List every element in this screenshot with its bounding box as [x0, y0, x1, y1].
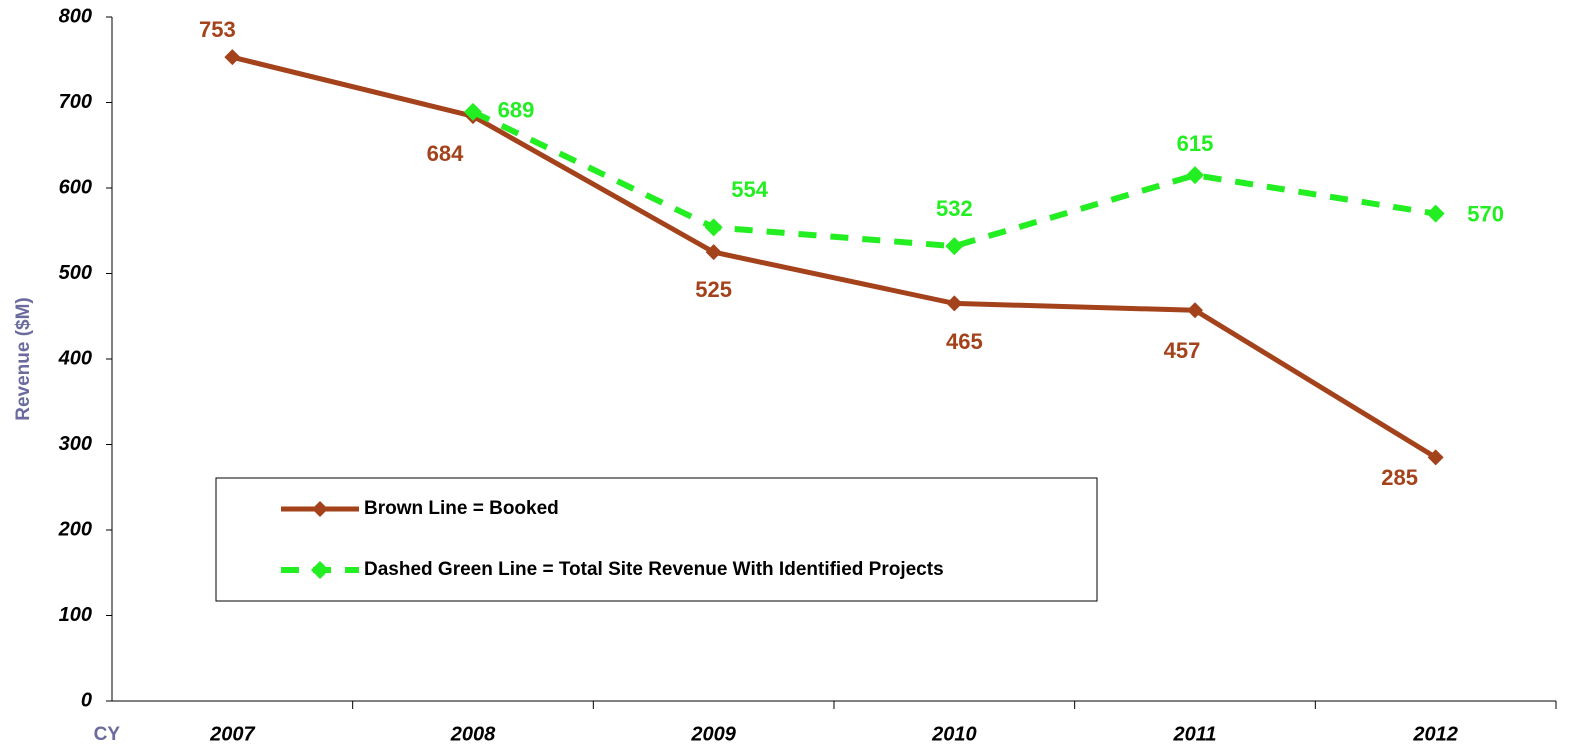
- data-label: 684: [427, 141, 464, 166]
- x-axis-label: CY: [94, 724, 121, 745]
- data-label: 285: [1381, 465, 1418, 490]
- legend-box: [215, 477, 1098, 602]
- legend-marker: [312, 501, 328, 517]
- y-axis-label: Revenue ($M): [13, 297, 34, 421]
- legend-marker: [311, 561, 329, 579]
- point: [1187, 302, 1203, 319]
- point: [464, 102, 482, 121]
- x-tick-label: 2010: [931, 723, 977, 745]
- point: [945, 237, 964, 256]
- data-label: 753: [199, 17, 236, 42]
- y-tick-label: 600: [59, 176, 92, 198]
- y-tick-label: 300: [59, 433, 92, 455]
- point: [1427, 449, 1444, 466]
- data-label: 457: [1164, 338, 1201, 363]
- point: [1186, 166, 1204, 185]
- x-tick-label: 2011: [1172, 723, 1216, 745]
- data-label: 525: [695, 277, 732, 302]
- legend-label: Brown Line = Booked: [364, 498, 559, 519]
- data-label: 689: [498, 98, 535, 123]
- data-label: 465: [946, 329, 983, 354]
- data-label: 570: [1467, 201, 1504, 226]
- data-label: 615: [1177, 131, 1214, 156]
- y-tick-label: 700: [59, 91, 92, 113]
- x-tick-label: 2012: [1412, 723, 1458, 745]
- series-line: [471, 109, 1437, 250]
- y-tick-label: 400: [58, 347, 92, 369]
- x-tick-label: 2009: [690, 723, 736, 745]
- point: [705, 244, 722, 261]
- point: [946, 295, 963, 312]
- y-tick-label: 500: [59, 262, 92, 284]
- point: [1426, 204, 1445, 223]
- data-label: 532: [936, 196, 973, 221]
- legend-label: Dashed Green Line = Total Site Revenue W…: [364, 559, 944, 580]
- y-tick-label: 0: [81, 689, 92, 711]
- y-tick-label: 800: [59, 5, 92, 27]
- y-tick-label: 200: [58, 518, 92, 540]
- x-tick-label: 2007: [209, 723, 255, 745]
- point: [704, 218, 723, 237]
- data-label: 554: [731, 177, 768, 202]
- y-tick-label: 100: [59, 604, 92, 626]
- x-tick-label: 2008: [450, 723, 496, 745]
- point: [224, 49, 241, 66]
- series-line: [231, 54, 1437, 460]
